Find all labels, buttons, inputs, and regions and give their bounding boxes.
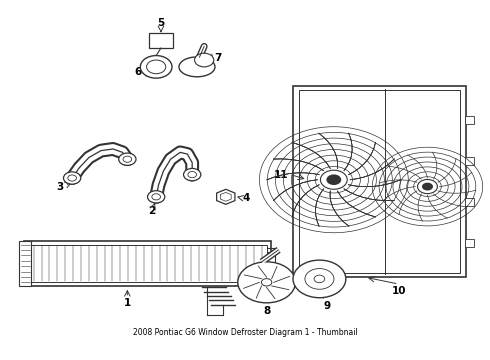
FancyBboxPatch shape — [293, 86, 466, 277]
Ellipse shape — [195, 53, 214, 67]
Text: 9: 9 — [323, 301, 330, 311]
Text: 2008 Pontiac G6 Window Defroster Diagram 1 - Thumbnail: 2008 Pontiac G6 Window Defroster Diagram… — [133, 328, 357, 337]
FancyBboxPatch shape — [149, 33, 173, 48]
Circle shape — [140, 55, 172, 78]
FancyBboxPatch shape — [466, 157, 474, 165]
Circle shape — [320, 170, 347, 189]
Circle shape — [417, 180, 438, 194]
Circle shape — [262, 279, 272, 286]
Circle shape — [326, 175, 341, 185]
Text: 6: 6 — [135, 67, 142, 77]
FancyBboxPatch shape — [466, 239, 474, 247]
Text: 11: 11 — [274, 170, 288, 180]
FancyBboxPatch shape — [466, 116, 474, 124]
Text: 1: 1 — [124, 298, 131, 308]
Text: 3: 3 — [56, 181, 64, 192]
Circle shape — [119, 153, 136, 165]
Circle shape — [147, 191, 165, 203]
Text: 2: 2 — [148, 206, 155, 216]
FancyBboxPatch shape — [466, 198, 474, 206]
Circle shape — [422, 183, 433, 190]
Text: 4: 4 — [243, 193, 250, 203]
Text: 5: 5 — [157, 18, 165, 28]
Polygon shape — [217, 189, 235, 204]
FancyBboxPatch shape — [19, 241, 31, 286]
Circle shape — [238, 262, 295, 303]
Text: 7: 7 — [214, 53, 221, 63]
Circle shape — [184, 168, 201, 181]
FancyBboxPatch shape — [299, 90, 460, 273]
Ellipse shape — [179, 57, 215, 77]
Circle shape — [293, 260, 346, 298]
Circle shape — [64, 172, 81, 184]
Text: 8: 8 — [263, 306, 270, 316]
FancyBboxPatch shape — [267, 252, 275, 274]
Text: 10: 10 — [392, 286, 406, 296]
